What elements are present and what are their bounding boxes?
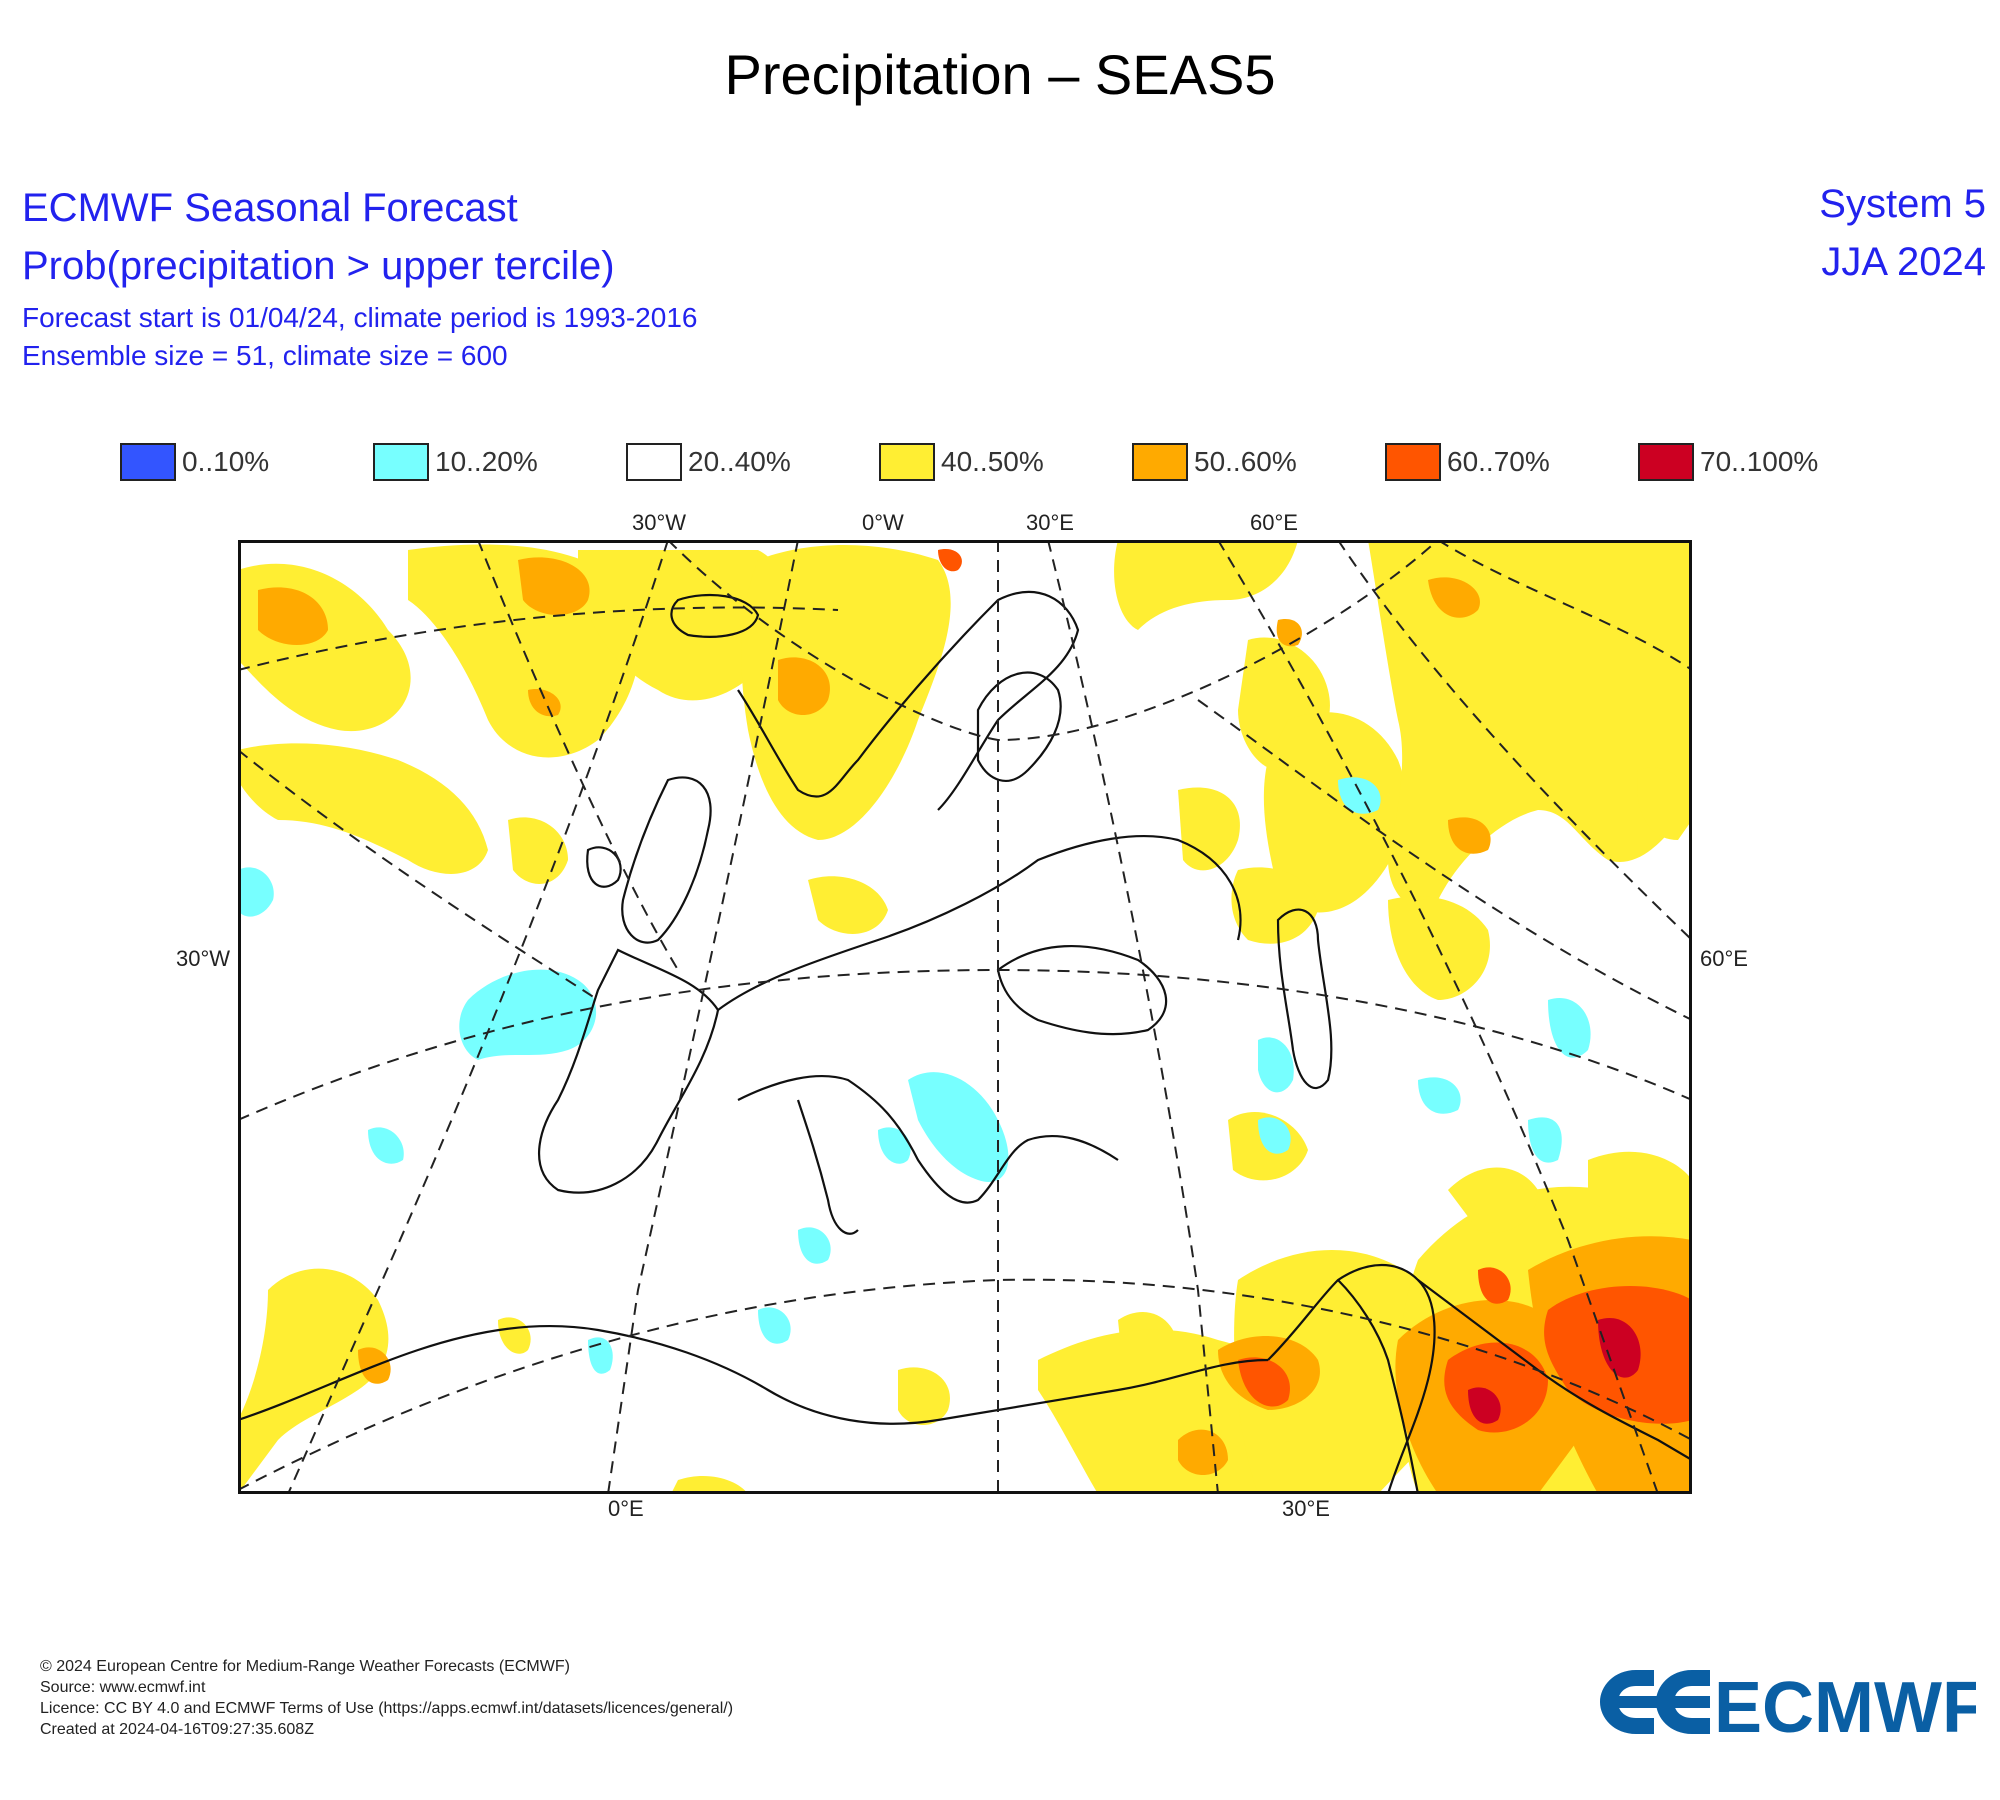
legend-item-60-70: 60..70% (1385, 434, 1550, 490)
prob-70-100-areas (1468, 1318, 1641, 1424)
legend-swatch (626, 443, 682, 481)
header-product-title: ECMWF Seasonal Forecast (22, 186, 518, 230)
ecmwf-logo-mark: ECMWF (1600, 1668, 1986, 1748)
ecmwf-logo: ECMWF (1596, 1662, 1986, 1748)
meridian-45e (1217, 540, 1659, 1494)
probability-map (238, 540, 1692, 1494)
footer-licence: Licence: CC BY 4.0 and ECMWF Terms of Us… (40, 1700, 734, 1717)
bottom-label-30e: 30°E (1282, 1496, 1330, 1521)
meridian-west-curve (238, 749, 599, 1001)
iberia-outline (537, 948, 720, 1194)
red-sea-coast (1337, 1279, 1420, 1494)
caspian-outline (1276, 908, 1333, 1089)
legend-label: 60..70% (1447, 446, 1550, 477)
legend-item-0-10: 0..10% (120, 434, 269, 490)
parallel-north (667, 540, 1439, 742)
coastlines (238, 590, 1692, 1494)
iceland-outline (670, 593, 760, 638)
header-system: System 5 (1819, 182, 1986, 226)
footer-source: Source: www.ecmwf.int (40, 1679, 206, 1696)
legend-item-70-100: 70..100% (1638, 434, 1818, 490)
north-coast (717, 835, 1242, 1011)
meridian-30w (287, 540, 669, 1494)
legend-item-40-50: 40..50% (879, 434, 1044, 490)
legend-swatch (1638, 443, 1694, 481)
meridian-0 (607, 540, 799, 1494)
header-variable-title: Prob(precipitation > upper tercile) (22, 244, 615, 288)
north-africa-coast (238, 1324, 1269, 1425)
finland-outline (976, 671, 1062, 782)
parallel-north-west (238, 606, 839, 671)
meridian-30w-a (477, 540, 679, 971)
legend-label: 50..60% (1194, 446, 1297, 477)
top-label-60e: 60°E (1250, 510, 1298, 535)
top-label-30w: 30°W (632, 510, 687, 535)
legend-swatch (373, 443, 429, 481)
meridian-60e (1337, 540, 1692, 941)
header-ensemble-size: Ensemble size = 51, climate size = 600 (22, 340, 508, 371)
parallel-ne (1437, 540, 1692, 671)
footer-copyright: © 2024 European Centre for Medium-Range … (40, 1658, 570, 1675)
legend-label: 70..100% (1700, 446, 1819, 477)
graticule (238, 540, 1692, 1494)
right-label-60e: 60°E (1700, 946, 1748, 971)
legend-swatch (879, 443, 935, 481)
meridian-30e (1047, 540, 1219, 1494)
left-label-30w: 30°W (176, 946, 231, 971)
black-sea-outline (996, 944, 1168, 1036)
header-forecast-start: Forecast start is 01/04/24, climate peri… (22, 302, 698, 333)
britain-outline (621, 776, 712, 944)
header-season: JJA 2024 (1821, 240, 1986, 284)
legend-item-20-40: 20..40% (626, 434, 791, 490)
legend-swatch (1132, 443, 1188, 481)
legend-swatch (1385, 443, 1441, 481)
legend-item-10-20: 10..20% (373, 434, 538, 490)
legend-label: 0..10% (182, 446, 270, 477)
color-legend: 0..10% 10..20% 20..40% 40..50% 50..60% 6… (120, 434, 1860, 490)
footer-created: Created at 2024-04-16T09:27:35.608Z (40, 1721, 314, 1738)
map-frame (238, 540, 1692, 1494)
top-label-0w: 0°W (862, 510, 904, 535)
footer-credits: © 2024 European Centre for Medium-Range … (40, 1656, 733, 1740)
mediterranean-north (737, 1074, 1119, 1204)
prob-10-20-areas (238, 777, 1591, 1374)
map-svg (238, 540, 1692, 1494)
legend-label: 20..40% (688, 446, 791, 477)
bottom-label-0e: 0°E (608, 1496, 644, 1521)
ireland-outline (586, 846, 622, 888)
italy-outline (796, 1099, 859, 1235)
legend-item-50-60: 50..60% (1132, 434, 1297, 490)
ecmwf-logo-text: ECMWF (1714, 1668, 1976, 1742)
top-label-30e: 30°E (1026, 510, 1074, 535)
legend-swatch (120, 443, 176, 481)
legend-label: 40..50% (941, 446, 1044, 477)
page-title: Precipitation – SEAS5 (724, 43, 1276, 106)
legend-label: 10..20% (435, 446, 538, 477)
